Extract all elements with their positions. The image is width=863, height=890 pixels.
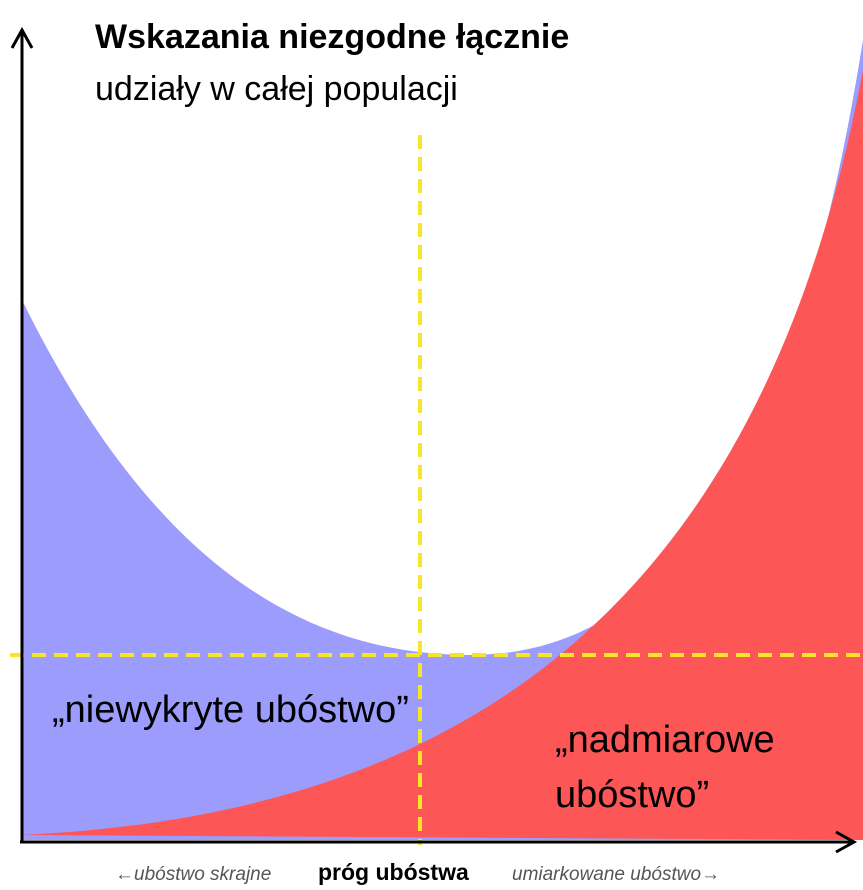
x-axis-arrow [835,830,858,854]
subtitle: udziały w całej populacji [95,70,458,108]
annotation: „niewykryte ubóstwo” [52,689,409,731]
x-axis-label: ←ubóstwo skrajne [115,864,271,885]
red-area [22,70,863,840]
title: Wskazania niezgodne łącznie [95,18,569,56]
annotation: ubóstwo” [555,774,709,816]
y-axis-arrow [10,26,34,49]
x-axis-label: umiarkowane ubóstwo→ [512,864,720,885]
x-axis-label: próg ubóstwa [318,859,469,885]
annotation: „nadmiarowe [555,719,775,761]
